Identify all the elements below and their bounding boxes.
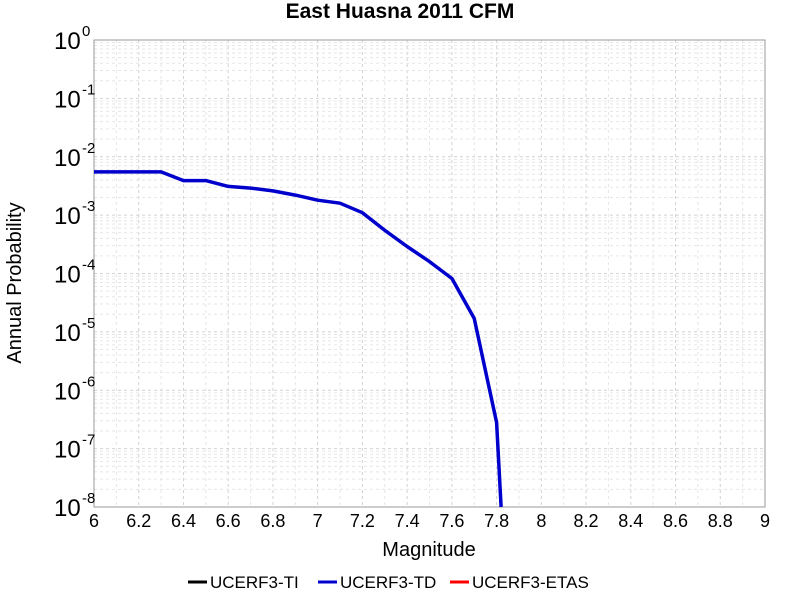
plot-border bbox=[93, 39, 766, 508]
y-tick-base: 10 bbox=[54, 378, 81, 405]
y-tick-exponent: -3 bbox=[82, 198, 95, 215]
y-tick-exponent: -4 bbox=[82, 257, 95, 274]
x-tick-label: 7 bbox=[313, 511, 323, 531]
y-axis-label: Annual Probability bbox=[4, 202, 26, 363]
series-line bbox=[94, 170, 503, 508]
x-tick-label: 8.2 bbox=[574, 511, 599, 531]
legend: UCERF3-TI UCERF3-TD UCERF3-ETAS bbox=[188, 573, 589, 592]
x-tick-label: 6 bbox=[89, 511, 99, 531]
x-tick-label: 6.6 bbox=[216, 511, 241, 531]
y-tick-base: 10 bbox=[54, 86, 81, 113]
x-axis-label: Magnitude bbox=[382, 539, 475, 561]
y-tick-base: 10 bbox=[54, 28, 81, 55]
y-tick-exponent: 0 bbox=[82, 23, 90, 40]
x-tick-label: 6.8 bbox=[260, 511, 285, 531]
x-tick-label: 9 bbox=[760, 511, 770, 531]
y-tick-exponent: -6 bbox=[82, 373, 95, 390]
x-tick-label: 7.4 bbox=[395, 511, 420, 531]
y-tick-exponent: -8 bbox=[82, 490, 95, 507]
y-tick-exponent: -7 bbox=[82, 432, 95, 449]
legend-label: UCERF3-ETAS bbox=[472, 573, 589, 592]
grid bbox=[94, 40, 765, 507]
x-tick-label: 6.4 bbox=[171, 511, 196, 531]
y-tick-base: 10 bbox=[54, 262, 81, 289]
chart-title: East Huasna 2011 CFM bbox=[286, 0, 515, 23]
y-tick-exponent: -5 bbox=[82, 315, 95, 332]
x-tick-label: 8.8 bbox=[708, 511, 733, 531]
legend-label: UCERF3-TD bbox=[340, 573, 436, 592]
x-tick-label: 7.8 bbox=[484, 511, 509, 531]
x-tick-label: 8 bbox=[536, 511, 546, 531]
y-tick-exponent: -2 bbox=[82, 140, 95, 157]
x-axis-ticks: 6 6.2 6.4 6.6 6.8 7 7.2 7.4 7.6 7.8 8 8.2 8.4 8.6 8.8 9 bbox=[89, 511, 770, 531]
x-tick-label: 8.6 bbox=[663, 511, 688, 531]
series-layer bbox=[94, 170, 503, 508]
x-tick-label: 8.4 bbox=[618, 511, 643, 531]
y-tick-base: 10 bbox=[54, 203, 81, 230]
x-tick-label: 7.2 bbox=[350, 511, 375, 531]
y-tick-exponent: -1 bbox=[82, 81, 95, 98]
x-tick-label: 6.2 bbox=[126, 511, 151, 531]
y-tick-base: 10 bbox=[54, 320, 81, 347]
x-tick-label: 7.6 bbox=[439, 511, 464, 531]
y-tick-base: 10 bbox=[54, 495, 81, 522]
y-tick-base: 10 bbox=[54, 437, 81, 464]
legend-label: UCERF3-TI bbox=[210, 573, 299, 592]
y-tick-base: 10 bbox=[54, 145, 81, 172]
